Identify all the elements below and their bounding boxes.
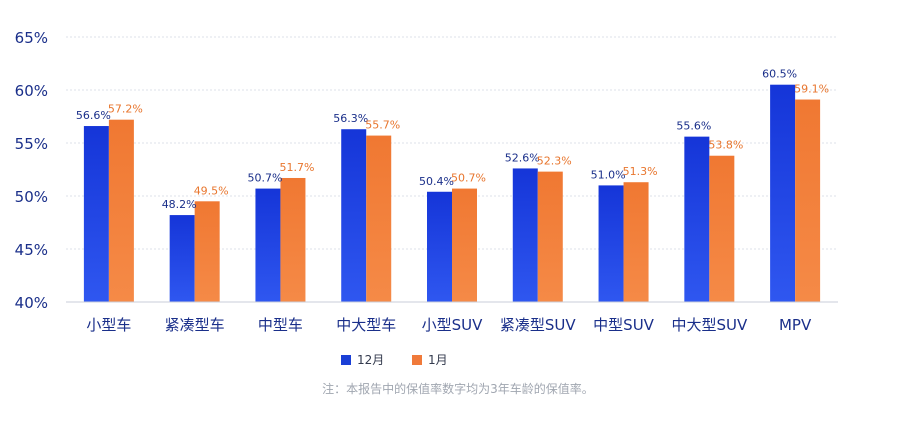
x-tick-label: 小型车 [86, 316, 131, 334]
x-tick-label: 中型车 [258, 316, 303, 334]
bar-1月-中型车 [280, 177, 306, 302]
bar-12月-紧凑型SUV [512, 168, 538, 302]
data-label-1月-小型车: 57.2% [108, 103, 143, 116]
bar-12月-中型SUV [598, 185, 624, 302]
bar-1月-小型SUV [452, 188, 477, 302]
bar-12月-MPV [770, 84, 796, 302]
y-axis-ticks: 40% 45% 50% 55% 60% 65% [15, 29, 48, 312]
legend-swatch-12月 [341, 355, 351, 365]
data-labels: 56.6%57.2%48.2%49.5%50.7%51.7%56.3%55.7%… [76, 68, 829, 211]
legend-swatch-1月 [412, 355, 422, 365]
data-label-12月-中大型SUV: 55.6% [676, 120, 711, 133]
bar-12月-小型SUV [427, 191, 452, 302]
bar-1月-中大型SUV [709, 155, 735, 302]
y-tick-label: 45% [15, 241, 48, 259]
bar-1月-紧凑型SUV [537, 171, 563, 302]
data-label-1月-紧凑型车: 49.5% [194, 184, 229, 197]
bar-12月-中大型车 [341, 129, 367, 302]
data-label-1月-紧凑型SUV: 52.3% [537, 155, 572, 168]
legend-label-1月: 1月 [428, 353, 448, 367]
data-label-1月-MPV: 59.1% [794, 83, 829, 96]
data-label-12月-中大型车: 56.3% [333, 112, 368, 125]
bar-1月-紧凑型车 [194, 201, 220, 302]
x-tick-label: 中型SUV [593, 316, 655, 334]
bar-1月-MPV [795, 99, 821, 302]
bar-12月-中大型SUV [684, 136, 710, 302]
x-tick-label: MPV [779, 316, 812, 334]
bar-12月-紧凑型车 [169, 215, 195, 302]
bar-1月-小型车 [108, 119, 134, 303]
data-label-12月-紧凑型SUV: 52.6% [505, 151, 540, 164]
y-tick-label: 50% [15, 188, 48, 206]
bar-1月-中大型车 [366, 135, 392, 302]
data-label-12月-中型车: 50.7% [247, 172, 282, 185]
y-tick-label: 55% [15, 135, 48, 153]
data-label-1月-中大型车: 55.7% [365, 119, 400, 132]
data-label-1月-中型车: 51.7% [279, 161, 314, 174]
y-tick-label: 40% [15, 294, 48, 312]
data-label-12月-紧凑型车: 48.2% [162, 198, 197, 211]
y-tick-label: 65% [15, 29, 48, 47]
data-label-12月-小型SUV: 50.4% [419, 175, 454, 188]
legend: 12月 1月 [341, 353, 448, 367]
data-label-1月-小型SUV: 50.7% [451, 172, 486, 185]
data-label-12月-小型车: 56.6% [76, 109, 111, 122]
x-tick-label: 紧凑型SUV [500, 316, 577, 334]
x-tick-label: 中大型车 [336, 316, 396, 334]
bars [83, 84, 821, 303]
data-label-12月-中型SUV: 51.0% [591, 168, 626, 181]
bar-12月-中型车 [255, 188, 281, 302]
data-label-1月-中型SUV: 51.3% [623, 165, 658, 178]
bar-12月-小型车 [83, 126, 109, 302]
y-tick-label: 60% [15, 82, 48, 100]
x-tick-label: 紧凑型车 [165, 316, 225, 334]
bar-1月-中型SUV [623, 182, 649, 302]
data-label-1月-中大型SUV: 53.8% [708, 139, 743, 152]
x-tick-label: 中大型SUV [671, 316, 748, 334]
x-axis-ticks: 小型车 紧凑型车 中型车 中大型车 小型SUV 紧凑型SUV 中型SUV 中大型SUV MPV [86, 316, 812, 334]
chart-note: 注：本报告中的保值率数字均为3年车龄的保值率。 [322, 381, 594, 396]
x-tick-label: 小型SUV [422, 316, 484, 334]
legend-label-12月: 12月 [357, 353, 384, 367]
data-label-12月-MPV: 60.5% [762, 68, 797, 81]
